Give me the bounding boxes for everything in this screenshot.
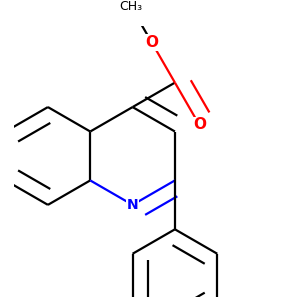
Text: N: N (127, 198, 138, 212)
Text: O: O (145, 35, 158, 50)
Text: O: O (193, 118, 206, 133)
Text: CH₃: CH₃ (119, 0, 142, 13)
